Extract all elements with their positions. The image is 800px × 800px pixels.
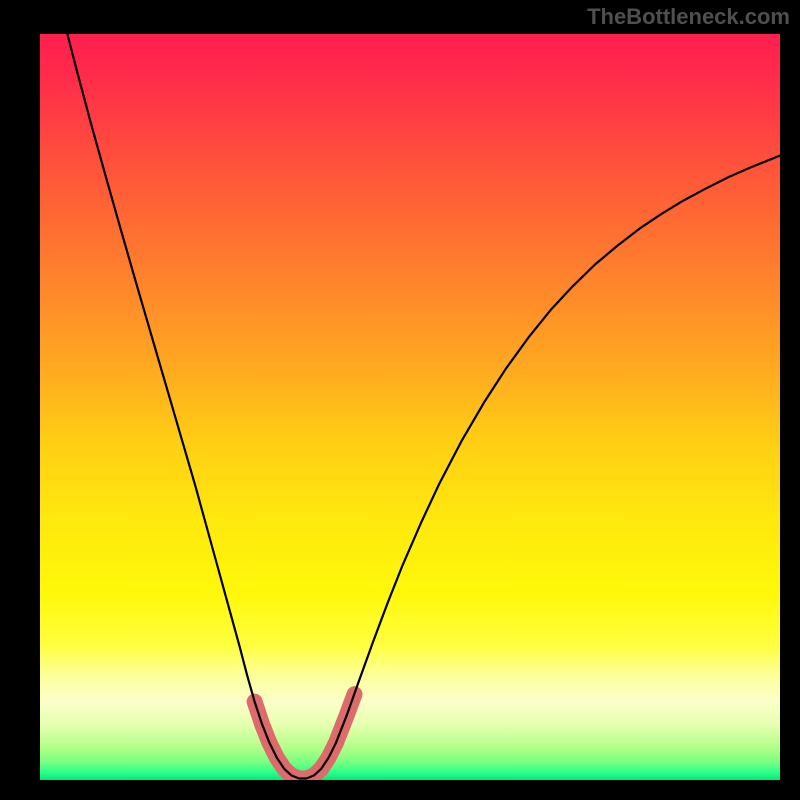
bottleneck-curve [67, 34, 780, 779]
plot-area [40, 34, 780, 780]
watermark-text: TheBottleneck.com [587, 4, 790, 30]
curve-layer [40, 34, 780, 780]
